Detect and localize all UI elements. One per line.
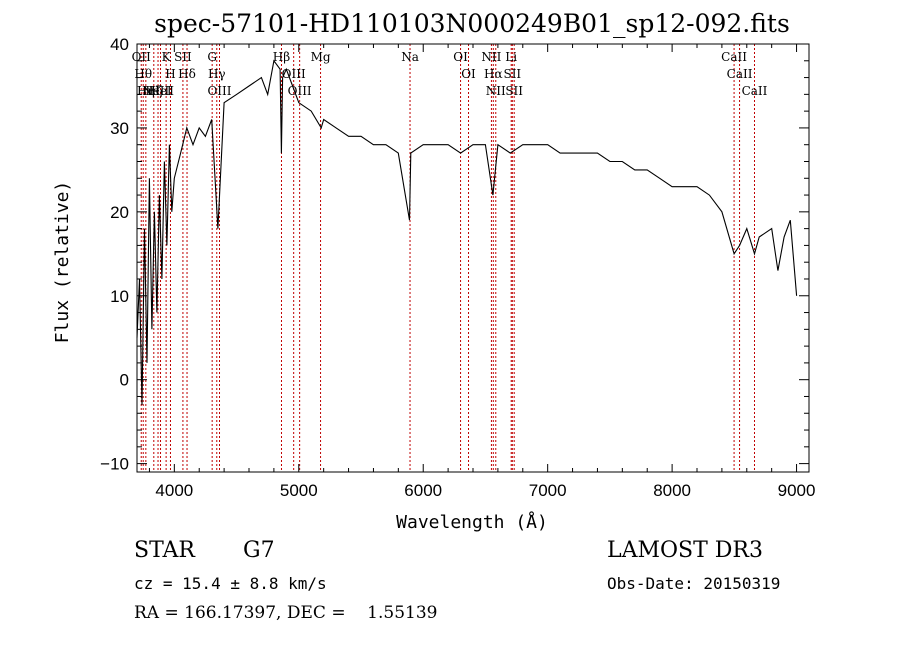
spectral-line-label: CaII: [721, 50, 747, 64]
spectral-line-label: OIII: [288, 84, 312, 98]
plot-frame: [136, 43, 810, 473]
survey-name: LAMOST DR3: [607, 538, 763, 563]
y-axis-label: Flux (relative): [52, 181, 73, 344]
spectral-line-label: Hβ: [273, 50, 290, 64]
spectral-line-label: SII: [174, 50, 192, 64]
spectral-line-label: SII: [503, 67, 521, 81]
y-tick-label: 20: [110, 203, 129, 222]
spectral-line-label: Mg: [311, 50, 331, 64]
y-tick-label: 10: [110, 287, 129, 306]
spectral-line-label: HeI: [149, 84, 172, 98]
spectral-line-label: SII: [505, 84, 523, 98]
spectral-line-label: NII: [481, 50, 501, 64]
spectral-line-label: OI: [461, 67, 476, 81]
object-class: STAR: [134, 538, 195, 563]
spectral-line-label: Hδ: [178, 67, 196, 81]
chart-title: spec-57101-HD110103N000249B01_sp12-092.f…: [154, 9, 790, 38]
y-axis: −10 0 10 20 30 40: [100, 35, 809, 474]
line-markers: [140, 44, 755, 472]
spectral-line-label: K: [162, 50, 172, 64]
y-tick-label: 40: [110, 35, 129, 54]
x-tick-label: 4000: [155, 481, 193, 500]
spectral-line-label: Hγ: [208, 67, 226, 81]
spectrum-line: [136, 59, 798, 405]
observation-date: Obs-Date: 20150319: [607, 574, 781, 593]
spectral-line-label: H: [165, 67, 175, 81]
redshift-cz: cz = 15.4 ± 8.8 km/s: [134, 574, 327, 593]
spectral-line-label: Hα: [484, 67, 503, 81]
spectral-line-label: CaII: [742, 84, 768, 98]
coordinates: RA = 166.17397, DEC = 1.55139: [134, 603, 438, 623]
y-tick-label: −10: [100, 455, 129, 474]
spectral-line-label: NeIII: [142, 84, 174, 98]
x-axis-label: Wavelength (Å): [396, 511, 548, 533]
spectral-line-label: CaII: [727, 67, 753, 81]
line-labels: OIIHθHηHζNeIIIHeIKHSIIHδGHγOIIIHβOIIIOII…: [132, 50, 768, 98]
x-axis: 4000 5000 6000 7000 8000 9000: [148, 44, 816, 500]
x-tick-label: 8000: [653, 481, 691, 500]
spectral-line-label: OIII: [207, 84, 231, 98]
spectral-line-label: Hζ: [145, 84, 162, 98]
spectral-line-label: NII: [486, 84, 506, 98]
y-tick-label: 30: [110, 119, 129, 138]
x-tick-label: 7000: [529, 481, 567, 500]
spectral-line-label: OII: [132, 50, 152, 64]
spectral-line-label: Li: [505, 50, 517, 64]
spectral-line-label: Na: [401, 50, 419, 64]
x-tick-label: 6000: [404, 481, 442, 500]
spectral-line-label: G: [207, 50, 217, 64]
spectral-line-label: OIII: [282, 67, 306, 81]
spectral-line-label: OI: [453, 50, 468, 64]
x-tick-label: 5000: [280, 481, 318, 500]
object-subclass: G7: [243, 538, 275, 563]
y-tick-label: 0: [120, 371, 129, 390]
x-tick-label: 9000: [778, 481, 816, 500]
